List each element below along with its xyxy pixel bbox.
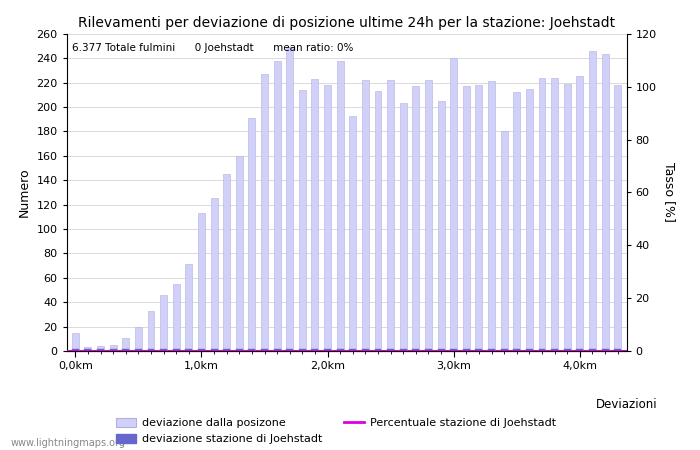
Bar bbox=[173, 349, 180, 351]
Bar bbox=[387, 349, 394, 351]
Bar bbox=[538, 349, 545, 351]
Bar bbox=[286, 349, 293, 351]
Bar bbox=[589, 349, 596, 351]
Bar bbox=[526, 349, 533, 351]
Legend: deviazione dalla posizone, deviazione stazione di Joehstadt, Percentuale stazion: deviazione dalla posizone, deviazione st… bbox=[116, 418, 556, 445]
Text: www.lightningmaps.org: www.lightningmaps.org bbox=[10, 438, 125, 448]
Bar bbox=[614, 85, 621, 351]
Bar bbox=[299, 90, 306, 351]
Bar bbox=[148, 349, 155, 351]
Bar bbox=[223, 349, 230, 351]
Bar bbox=[261, 74, 268, 351]
Bar bbox=[362, 349, 369, 351]
Bar bbox=[601, 54, 608, 351]
Title: Rilevamenti per deviazione di posizione ultime 24h per la stazione: Joehstadt: Rilevamenti per deviazione di posizione … bbox=[78, 16, 615, 30]
Bar bbox=[463, 349, 470, 351]
Bar bbox=[614, 349, 621, 351]
Bar bbox=[312, 79, 318, 351]
Bar bbox=[400, 349, 407, 351]
Bar bbox=[160, 349, 167, 351]
Bar bbox=[551, 349, 558, 351]
Bar bbox=[526, 89, 533, 351]
Bar bbox=[589, 51, 596, 351]
Bar bbox=[349, 116, 356, 351]
Bar bbox=[110, 349, 117, 351]
Bar bbox=[551, 78, 558, 351]
Bar bbox=[513, 92, 520, 351]
Bar bbox=[412, 349, 419, 351]
Bar bbox=[248, 118, 256, 351]
Bar bbox=[337, 349, 344, 351]
Bar bbox=[173, 284, 180, 351]
Bar bbox=[198, 213, 205, 351]
Bar bbox=[274, 349, 281, 351]
Bar bbox=[122, 338, 130, 351]
Bar bbox=[337, 61, 344, 351]
Bar bbox=[488, 349, 495, 351]
Bar bbox=[400, 104, 407, 351]
Bar bbox=[564, 349, 570, 351]
Bar bbox=[450, 349, 457, 351]
Bar bbox=[312, 349, 318, 351]
Bar bbox=[122, 349, 130, 351]
Bar bbox=[211, 198, 218, 351]
Bar bbox=[438, 101, 444, 351]
Bar bbox=[576, 349, 583, 351]
Bar bbox=[488, 81, 495, 351]
Bar bbox=[274, 61, 281, 351]
Bar bbox=[374, 349, 382, 351]
Bar bbox=[97, 346, 104, 351]
Bar bbox=[463, 86, 470, 351]
Bar bbox=[198, 349, 205, 351]
Bar bbox=[374, 91, 382, 351]
Bar bbox=[97, 349, 104, 351]
Bar bbox=[475, 85, 482, 351]
Bar bbox=[223, 174, 230, 351]
Bar bbox=[324, 85, 331, 351]
Bar bbox=[110, 345, 117, 351]
Text: Deviazioni: Deviazioni bbox=[596, 398, 657, 411]
Bar bbox=[248, 349, 256, 351]
Bar bbox=[236, 156, 243, 351]
Bar bbox=[425, 349, 432, 351]
Bar bbox=[438, 349, 444, 351]
Bar bbox=[160, 295, 167, 351]
Bar bbox=[135, 327, 142, 351]
Bar bbox=[148, 311, 155, 351]
Bar bbox=[85, 347, 92, 351]
Bar bbox=[576, 76, 583, 351]
Bar bbox=[500, 131, 508, 351]
Bar bbox=[324, 349, 331, 351]
Bar bbox=[72, 349, 79, 351]
Bar bbox=[211, 349, 218, 351]
Y-axis label: Numero: Numero bbox=[18, 167, 31, 217]
Bar bbox=[135, 349, 142, 351]
Bar bbox=[286, 47, 293, 351]
Bar bbox=[72, 333, 79, 351]
Bar bbox=[362, 80, 369, 351]
Bar bbox=[601, 349, 608, 351]
Bar bbox=[85, 349, 92, 351]
Bar bbox=[186, 349, 192, 351]
Text: 6.377 Totale fulmini      0 Joehstadt      mean ratio: 0%: 6.377 Totale fulmini 0 Joehstadt mean ra… bbox=[72, 43, 354, 53]
Bar bbox=[475, 349, 482, 351]
Bar bbox=[500, 349, 508, 351]
Bar bbox=[186, 264, 192, 351]
Bar bbox=[450, 58, 457, 351]
Bar bbox=[513, 349, 520, 351]
Bar bbox=[261, 349, 268, 351]
Bar bbox=[564, 84, 570, 351]
Bar bbox=[349, 349, 356, 351]
Bar bbox=[538, 78, 545, 351]
Bar bbox=[425, 80, 432, 351]
Y-axis label: Tasso [%]: Tasso [%] bbox=[663, 162, 676, 222]
Bar bbox=[387, 80, 394, 351]
Bar bbox=[412, 86, 419, 351]
Bar bbox=[299, 349, 306, 351]
Bar bbox=[236, 349, 243, 351]
